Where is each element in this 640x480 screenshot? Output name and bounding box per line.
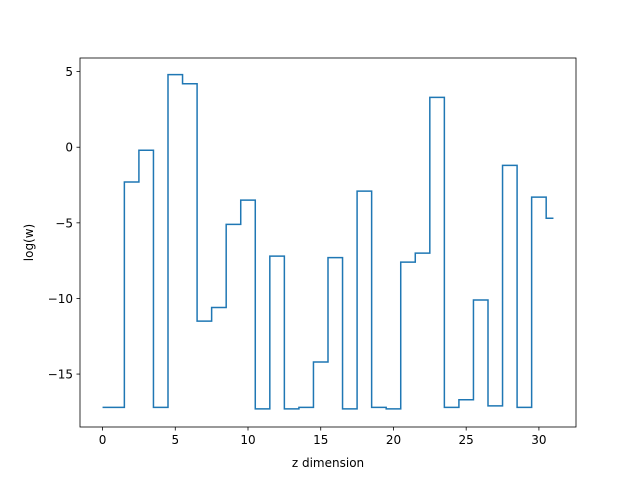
series-line-0 [102, 73, 554, 410]
x-tick-label: 0 [99, 433, 107, 447]
plot-area [102, 73, 554, 410]
y-tick-label: −10 [48, 292, 73, 306]
y-tick-label: −5 [55, 216, 73, 230]
x-tick-label: 25 [459, 433, 474, 447]
x-tick-label: 30 [531, 433, 546, 447]
x-axis-label: z dimension [292, 456, 364, 470]
x-tick-label: 15 [313, 433, 328, 447]
y-tick-label: −15 [48, 368, 73, 382]
y-tick-label: 5 [65, 65, 73, 79]
y-axis-label: log(w) [22, 224, 36, 261]
x-tick-label: 20 [386, 433, 401, 447]
y-tick-label: 0 [65, 141, 73, 155]
x-tick-label: 10 [240, 433, 255, 447]
axes-frame [79, 57, 577, 428]
x-axis: 0 5 10 15 20 25 30 [99, 427, 547, 447]
y-axis: 5 0 −5 −10 −15 [48, 65, 80, 382]
x-tick-label: 5 [171, 433, 179, 447]
